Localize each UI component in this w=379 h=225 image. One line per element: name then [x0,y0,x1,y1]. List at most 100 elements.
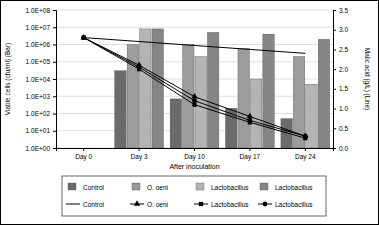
axis-line [334,11,337,149]
legend-label: Lactobacillus [275,201,313,208]
tick: 1.0E+07 [26,24,56,31]
tick: 2.5 [333,46,348,53]
tick-mark [333,30,336,31]
tick-label: 1.0E+08 [26,7,51,14]
tick: 1.0E+02 [26,110,56,117]
legend-label: O. oeni [147,184,168,191]
tick-mark [249,148,250,151]
marker [248,118,253,123]
tick-label: 1.5 [339,85,348,92]
legend-entry: Lactobacillus [196,183,249,191]
tick: Day 0 [75,148,92,161]
bar [140,29,151,148]
line [84,38,306,139]
tick: 3.5 [333,7,348,14]
tick-label: 0.0 [339,145,348,152]
legend-label: Control [83,184,105,191]
tick-label: 1.0E+07 [26,24,51,31]
tick-label: 2.0 [339,66,348,73]
tick-mark [333,128,336,129]
tick-label: Day 24 [295,153,316,161]
tick-label: 1.0E+03 [26,93,51,100]
line [84,38,306,54]
line [84,38,306,137]
bar [207,32,218,148]
legend-swatch [260,183,268,190]
tick: Day 10 [184,148,205,161]
y-axis-title: Viable cells (cfu/ml) (Bar) [4,43,12,115]
line [84,38,306,137]
tick: 2.0 [333,66,348,73]
tick: 1.0E+03 [26,93,56,100]
legend-label: Lactobacillus [211,201,249,208]
legend-entry: Lactobacillus [258,201,313,208]
plot-marks [80,29,329,148]
tick: 1.5 [333,85,348,92]
tick: 0.5 [333,125,348,132]
tick: Day 17 [240,148,261,161]
tick-mark [333,109,336,110]
x-axis-title: After inoculation [169,163,219,170]
legend-label: Lactobacillus [211,184,249,191]
legend-entry: Control [66,201,105,208]
tick: 1.0 [333,105,348,112]
bar [152,29,163,148]
tick-label: 1.0 [339,105,348,112]
bar-series [152,29,330,148]
grid [56,10,333,148]
legend-label: O. oeni [147,201,168,208]
line-series [82,35,308,140]
tick-mark [139,148,140,151]
bar [195,57,206,148]
tick-label: Day 10 [184,153,205,161]
tick-mark [333,69,336,70]
tick-mark [333,10,336,11]
marker [82,35,86,39]
legend-entry: Control [68,183,105,191]
tick: 1.0E+06 [26,41,56,48]
legend-swatch [66,204,80,205]
tick-label: 1.0E+06 [26,41,51,48]
tick: Day 3 [131,148,148,161]
bar [115,71,126,148]
marker [137,65,142,70]
tick-label: 2.5 [339,46,348,53]
tick-mark [53,10,56,11]
tick-mark [53,62,56,63]
line-series [81,35,307,138]
tick-mark [53,79,56,80]
tick-label: 1.0E+04 [26,76,51,83]
legend-marker [134,200,140,206]
legend-marker [199,202,203,206]
grid-line [56,61,333,62]
tick-label: Day 0 [75,153,92,161]
marker [192,98,197,103]
tick-mark [53,45,56,46]
legend-swatch [132,183,140,190]
legend-entry: Lactobacillus [260,183,313,191]
legend: Control O. oeni Lactobacillus Lactobacillus… [62,176,326,216]
tick-label: 3.0 [339,26,348,33]
tick-mark [53,114,56,115]
marker [247,113,253,119]
tick-label: Day 3 [131,153,148,161]
tick-label: 1.0E+05 [26,58,51,65]
legend-box [62,176,326,216]
grid-line [56,79,333,80]
marker [303,134,308,139]
y2-axis-title: Malic acid (g/L) (Line) [363,48,371,111]
bar [250,79,261,148]
tick-mark [333,49,336,50]
y-axis: 1.0E+001.0E+011.0E+021.0E+031.0E+041.0E+… [26,7,57,152]
tick: 1.0E+05 [26,58,56,65]
legend-marker [263,202,268,207]
tick: 1.0E+00 [26,145,56,152]
bar [238,48,249,148]
grid-line [56,27,333,28]
chart: 1.0E+001.0E+011.0E+021.0E+031.0E+041.0E+… [0,0,379,225]
tick-label: 1.0E+00 [26,145,51,152]
line-series [84,38,306,54]
legend-swatch [196,183,204,190]
legend-entry: O. oeni [130,200,168,207]
tick-label: 3.5 [339,7,348,14]
